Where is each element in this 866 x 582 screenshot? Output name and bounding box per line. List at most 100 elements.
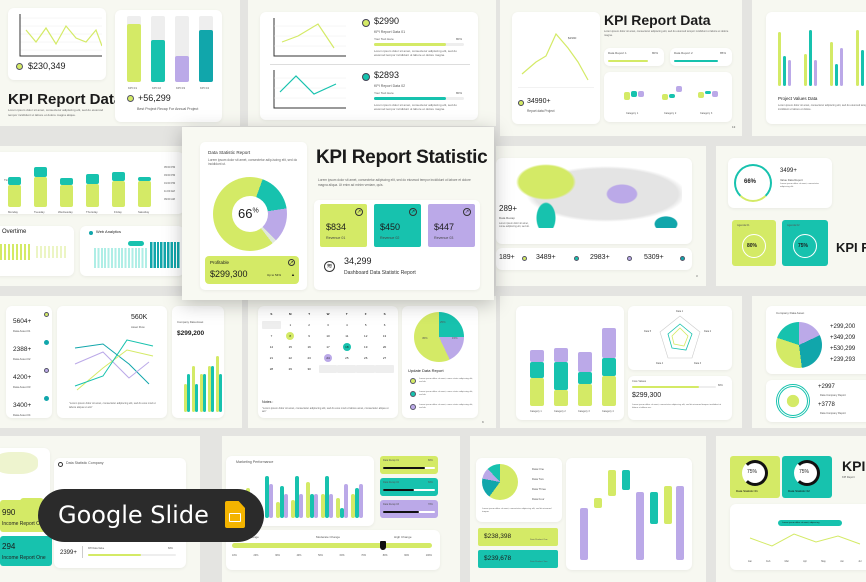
calendar-day[interactable]: 4 — [346, 323, 348, 327]
label: Data Asset 01 — [13, 329, 31, 333]
calendar-day[interactable]: 25 — [345, 356, 349, 360]
slide-company-asset[interactable]: Company Data Asset +299,200 +349,209 +53… — [752, 296, 866, 428]
pie-chart — [776, 322, 822, 368]
slide-kpi-report-data-2[interactable]: $2990 34990+ Report data Project KPI Rep… — [500, 0, 742, 136]
boxplot-card: Category 1 Category 2 Category 3 — [604, 72, 732, 122]
progress-bar — [608, 60, 648, 62]
bar — [284, 494, 288, 518]
calendar-day[interactable]: 26 — [364, 356, 368, 360]
slider-thumb[interactable] — [380, 541, 386, 550]
calendar-day[interactable]: 6 — [383, 323, 386, 327]
slide-report-lines[interactable]: $2990 KPI Report Data 01 Your Text Here … — [248, 0, 496, 126]
lorem: Lorem ipsum dolor sit amet, conse ctetur… — [419, 378, 473, 383]
bar — [151, 40, 165, 82]
slide-waterfall[interactable]: Data One Data Two Data Three Data Four L… — [470, 436, 706, 582]
slide-kpi-report-data[interactable]: $230,349 KPI Report Data Lorem ipsum dol… — [0, 0, 240, 126]
calendar-day[interactable]: 9 — [308, 334, 310, 338]
calendar-day[interactable] — [318, 365, 338, 373]
slide-title: KPI — [842, 458, 866, 474]
card-title: Company Data Asset — [776, 311, 805, 315]
value: $2893 — [374, 70, 400, 80]
slide-calendar[interactable]: S M T W T F S 1 2 3 4 5 6 7 8 9 10 11 12 13 14 15 16 17 18 19 20 21… — [248, 296, 496, 428]
slide-agenda[interactable]: 66% 3499+ Value Data Report Lorem ipsum … — [716, 146, 866, 286]
bar — [280, 486, 284, 518]
calendar-day[interactable]: 23 — [307, 356, 311, 360]
calendar-day[interactable]: 12 — [364, 334, 368, 338]
tick-label: 70% — [361, 554, 366, 557]
calendar-day[interactable]: 18 — [342, 343, 351, 351]
calendar-day[interactable] — [337, 365, 357, 373]
slide-data-assets[interactable]: 5604+ Data Asset 01 2388+ Data Asset 02 … — [0, 296, 242, 428]
value: $447 — [434, 222, 455, 232]
calendar-day[interactable]: 24 — [323, 354, 332, 362]
slide-statistic[interactable]: 75% Data Statistic 01 75% Data Statistic… — [716, 436, 866, 582]
lorem: Lorem ipsum dolor sit amet, conse ctetur… — [419, 391, 473, 396]
arrow-up-right-icon[interactable]: ↗ — [288, 259, 295, 266]
slide-project-values[interactable]: Project Values Data Lorem ipsum dolor si… — [752, 0, 866, 136]
value: +56,299 — [138, 93, 171, 103]
progress-bar — [374, 43, 464, 46]
calendar-day[interactable]: 13 — [382, 334, 387, 338]
tick-label: 100% — [425, 554, 432, 557]
slide-weekly-time[interactable]: Time Monday Tuesday Wednesday Thursday F… — [0, 146, 194, 286]
calendar-day[interactable]: 27 — [382, 356, 387, 360]
day-label: Monday — [8, 210, 18, 214]
company-asset-card: Company Data Asset $299,200 — [172, 306, 224, 418]
calendar-day[interactable]: 22 — [288, 356, 292, 360]
tick-label: 20% — [253, 554, 259, 557]
arrow-up-right-icon[interactable]: ↗ — [409, 208, 417, 216]
calendar-day[interactable]: 8 — [286, 332, 295, 340]
label: KPI Data Value — [88, 547, 105, 550]
calendar-day[interactable]: 14 — [269, 345, 274, 349]
calendar-day[interactable] — [262, 321, 281, 329]
arrow-up-right-icon[interactable]: ↗ — [463, 208, 471, 216]
radar-label: Data 2 — [704, 330, 712, 333]
calendar-day[interactable]: 17 — [326, 345, 330, 349]
slide-world-map[interactable]: 289+ Data Recap Lorem ipsum dolor sit am… — [496, 146, 706, 286]
change-scale-card: Low Change Moderate Change High Change 1… — [226, 530, 440, 570]
featured-slide-kpi-report-statistic[interactable]: Data Statistic Report Lorem ipsum dolor … — [182, 127, 494, 300]
slide-stacked-bars[interactable]: Category 1 Category 2 Category 3 Categor… — [500, 296, 742, 428]
calendar-day[interactable]: 5 — [364, 323, 367, 327]
donut-unit: % — [252, 207, 259, 215]
label: KPI Report Data 02 — [374, 84, 406, 88]
value: +530,299 — [830, 346, 856, 352]
radar-label: Data 4 — [656, 362, 664, 365]
page-number: 9 — [482, 420, 484, 424]
calendar-day[interactable]: 7 — [270, 334, 273, 338]
calendar-day[interactable]: 29 — [288, 367, 292, 371]
calendar-day[interactable] — [375, 365, 394, 373]
value: $299,300 — [632, 392, 662, 399]
bullet-icon — [127, 95, 134, 102]
weekday-header: M — [289, 312, 292, 316]
pct: 60% — [168, 547, 173, 550]
calendar-day[interactable]: 28 — [269, 367, 274, 371]
calendar-day[interactable]: 16 — [307, 345, 311, 349]
data-recap-1: Data Recap 01 80% — [380, 456, 438, 474]
pill-label: Lorem ipsum dolor sit amet, adipiscing — [778, 520, 842, 526]
calendar-day[interactable]: 20 — [382, 345, 387, 349]
arrow-up-right-icon[interactable]: ↗ — [355, 208, 363, 216]
data-report-1: Data Report 1 80% — [604, 48, 664, 66]
calendar-day[interactable]: 3 — [327, 323, 329, 327]
calendar-day[interactable] — [356, 365, 376, 373]
label: Data Report 2 — [674, 51, 693, 55]
value: +299,200 — [830, 324, 856, 330]
day-label: Friday — [114, 210, 122, 214]
lorem: Lorem ipsum dolor sit amet, consectetur … — [208, 158, 298, 167]
tick-label: 80% — [382, 554, 388, 557]
radial-bars — [776, 384, 810, 418]
bar — [336, 498, 340, 518]
calendar-day[interactable]: 21 — [269, 356, 274, 360]
lorem: Lorem ipsum dolor sit amet, consectetur … — [374, 49, 457, 57]
calendar-day[interactable]: 19 — [364, 345, 368, 349]
statistic-01: 75% Data Statistic 01 — [730, 456, 780, 498]
grouped-bars — [246, 476, 370, 518]
calendar-day[interactable]: 2 — [308, 323, 310, 327]
calendar-day[interactable]: 1 — [289, 323, 292, 327]
calendar-day[interactable]: 30 — [307, 367, 311, 371]
calendar-day[interactable]: 15 — [288, 345, 292, 349]
calendar-day[interactable]: 10 — [326, 334, 330, 338]
change-slider[interactable] — [232, 543, 432, 548]
calendar-day[interactable]: 11 — [345, 334, 349, 338]
